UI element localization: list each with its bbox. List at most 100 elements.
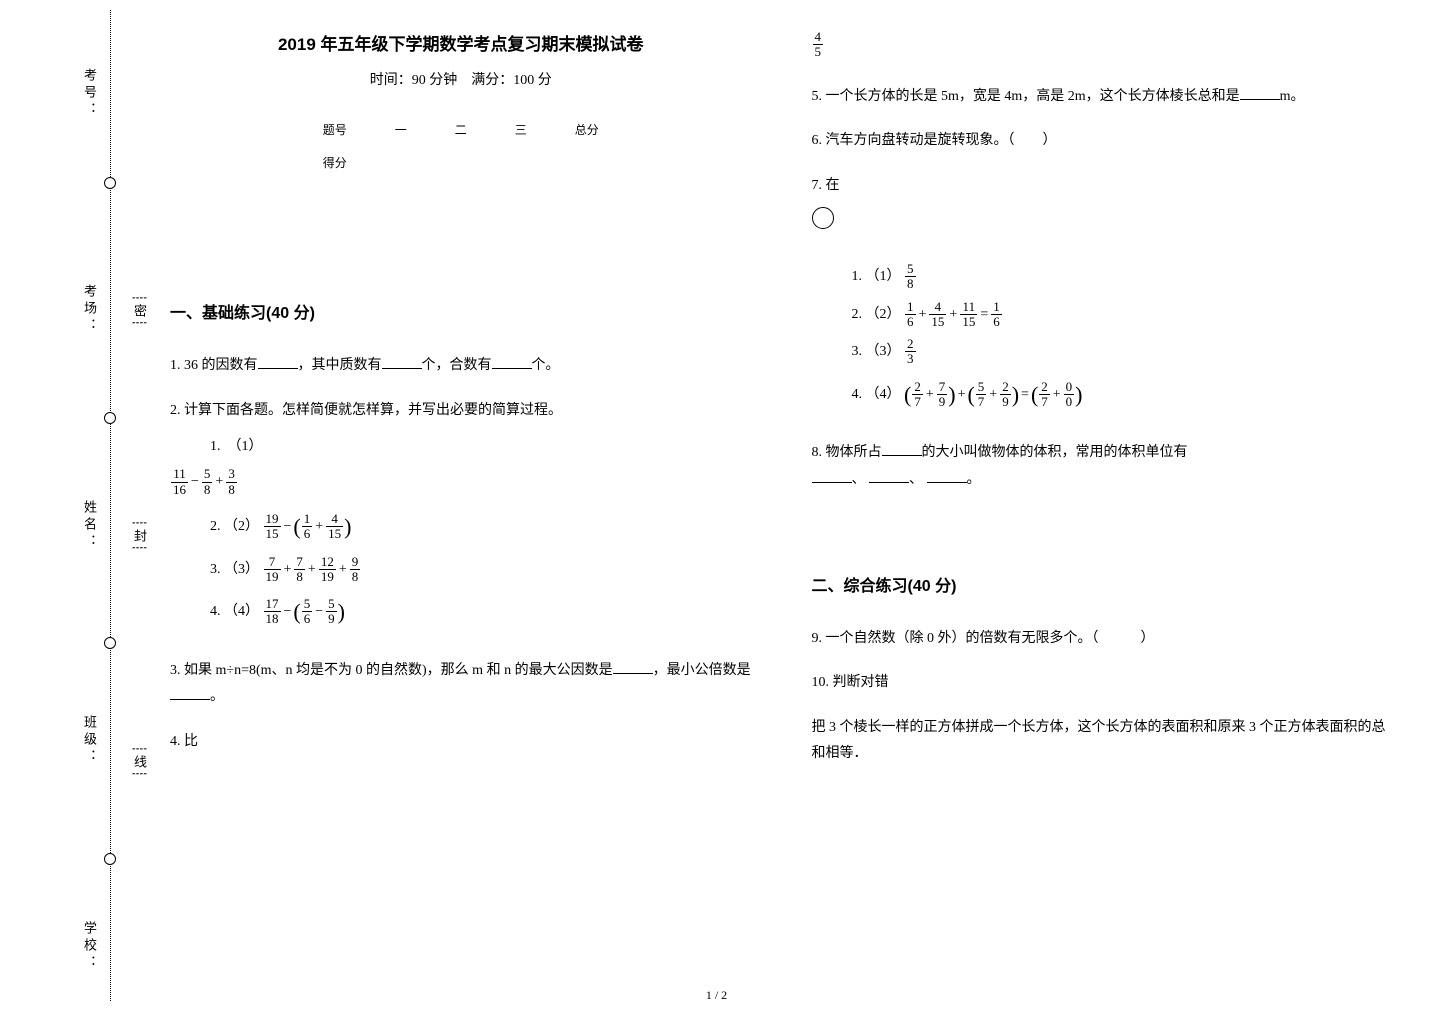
fraction-den: 5 — [813, 45, 824, 59]
score-h3: 三 — [491, 113, 551, 146]
operator: + — [308, 557, 316, 582]
fraction: 1219 — [319, 555, 336, 585]
q3-num: 3. — [170, 663, 181, 678]
score-value-row: 得分 — [299, 146, 623, 179]
paren-close: ) — [344, 507, 351, 547]
left-column: 2019 年五年级下学期数学考点复习期末模拟试卷 时间：90 分钟 满分：100… — [170, 30, 752, 981]
fraction-den: 19 — [264, 570, 281, 584]
q4-frac: 4 5 — [812, 30, 1394, 60]
fraction-num: 2 — [1039, 380, 1050, 395]
fraction-num: 5 — [302, 597, 313, 612]
operator: + — [989, 382, 997, 407]
q2-expr-2: 1915−(16+415) — [263, 507, 352, 547]
q8-post: 。 — [967, 472, 981, 487]
score-h1: 一 — [371, 113, 431, 146]
score-header-row: 题号 一 二 三 总分 — [299, 113, 623, 146]
q7-num: 7. — [812, 178, 823, 193]
fraction-den: 8 — [350, 570, 361, 584]
fraction-den: 15 — [264, 527, 281, 541]
blank — [170, 686, 210, 700]
score-row-label: 得分 — [299, 146, 371, 179]
question-2: 2. 计算下面各题。怎样简便就怎样算，并写出必要的简算过程。 1. （1） 11… — [170, 398, 752, 640]
blank — [1240, 86, 1280, 100]
q2-sublist: 1. （1） — [210, 434, 752, 459]
binding-circle — [104, 853, 116, 865]
binding-label: 学校： — [80, 921, 99, 972]
q2-i4-label: 4. — [210, 599, 221, 624]
q2-num: 2. — [170, 403, 181, 418]
fraction-den: 8 — [905, 277, 916, 291]
blank — [927, 469, 967, 483]
fraction-num: 9 — [350, 555, 361, 570]
fraction-num: 1 — [905, 300, 916, 315]
q7-text: 在 — [826, 178, 840, 193]
fraction-den: 9 — [937, 395, 948, 409]
fraction: 16 — [302, 512, 313, 542]
fraction-den: 3 — [905, 352, 916, 366]
binding-margin: 考号：考场：姓名：班级：学校：┊密┊┊封┊┊线┊ — [40, 10, 140, 1001]
fraction: 00 — [1064, 380, 1075, 410]
fraction-num: 7 — [264, 555, 281, 570]
q10-body: 把 3 个棱长一样的正方体拼成一个长方体，这个长方体的表面积和原来 3 个正方体… — [812, 720, 1386, 762]
fraction-den: 15 — [929, 315, 946, 329]
fraction-den: 6 — [905, 315, 916, 329]
fraction: 16 — [905, 300, 916, 330]
paren-open: ( — [904, 375, 911, 415]
operator: = — [1021, 382, 1029, 407]
question-8: 8. 物体所占的大小叫做物体的体积，常用的体积单位有 、 、 。 — [812, 440, 1394, 493]
fraction-den: 0 — [1064, 395, 1075, 409]
q5-post: m。 — [1280, 89, 1305, 104]
binding-circle — [104, 637, 116, 649]
binding-label: 姓名： — [80, 500, 99, 551]
fraction-num: 11 — [171, 467, 188, 482]
fraction-den: 7 — [912, 395, 923, 409]
score-h4: 总分 — [551, 113, 623, 146]
fraction: 78 — [294, 555, 305, 585]
question-5: 5. 一个长方体的长是 5m，宽是 4m，高是 2m，这个长方体棱长总和是m。 — [812, 84, 1394, 111]
q4-text: 比 — [184, 734, 198, 749]
fraction: 27 — [912, 380, 923, 410]
q7-item-2: 2. （2） 16+415+1115=16 — [852, 300, 1394, 330]
page-content: 2019 年五年级下学期数学考点复习期末模拟试卷 时间：90 分钟 满分：100… — [170, 30, 1393, 981]
q3-pre: 如果 m÷n=8(m、n 均是不为 0 的自然数)，那么 m 和 n 的最大公因… — [184, 663, 613, 678]
q7-i3-tag: （3） — [866, 339, 901, 364]
q3-mid: ，最小公倍数是 — [653, 663, 751, 678]
fraction-den: 16 — [171, 483, 188, 497]
question-3: 3. 如果 m÷n=8(m、n 均是不为 0 的自然数)，那么 m 和 n 的最… — [170, 658, 752, 711]
fraction-den: 9 — [326, 612, 337, 626]
operator: + — [215, 469, 223, 496]
operator: − — [315, 599, 323, 624]
fraction-num: 4 — [929, 300, 946, 315]
q7-item-1: 1. （1） 58 — [852, 262, 1394, 292]
operator: + — [958, 382, 966, 407]
operator: + — [949, 302, 957, 327]
fraction-num: 1 — [991, 300, 1002, 315]
operator: + — [1053, 382, 1061, 407]
fraction: 23 — [905, 337, 916, 367]
q2-i2-label: 2. — [210, 514, 221, 539]
q7-item-3: 3. （3） 23 — [852, 337, 1394, 367]
section-2-title: 二、综合练习(40 分) — [812, 572, 1394, 596]
page-number: 1 / 2 — [706, 988, 727, 1003]
q1-post: 个。 — [532, 358, 560, 373]
fraction-num: 5 — [202, 467, 213, 482]
blank — [882, 442, 922, 456]
question-10: 10. 判断对错 — [812, 670, 1394, 697]
paren-close: ) — [948, 375, 955, 415]
q10-num: 10. — [812, 675, 830, 690]
q4-num: 4. — [170, 734, 181, 749]
fraction: 16 — [991, 300, 1002, 330]
q7-i2-label: 2. — [852, 302, 863, 327]
paren-open: ( — [293, 592, 300, 632]
q7-i1-label: 1. — [852, 264, 863, 289]
q7-sublist: 1. （1） 58 2. （2） 16+415+1115=16 3. （3） 2… — [852, 262, 1394, 414]
q2-i3-tag: （3） — [224, 557, 259, 582]
fraction-den: 6 — [302, 612, 313, 626]
fraction-num: 12 — [319, 555, 336, 570]
q10-text: 判断对错 — [833, 675, 889, 690]
q2-i4-tag: （4） — [224, 599, 259, 624]
q8-num: 8. — [812, 445, 823, 460]
fraction: 58 — [905, 262, 916, 292]
q5-pre: 一个长方体的长是 5m，宽是 4m，高是 2m，这个长方体棱长总和是 — [826, 89, 1240, 104]
q2-item-2: 2. （2） 1915−(16+415) — [210, 507, 752, 547]
